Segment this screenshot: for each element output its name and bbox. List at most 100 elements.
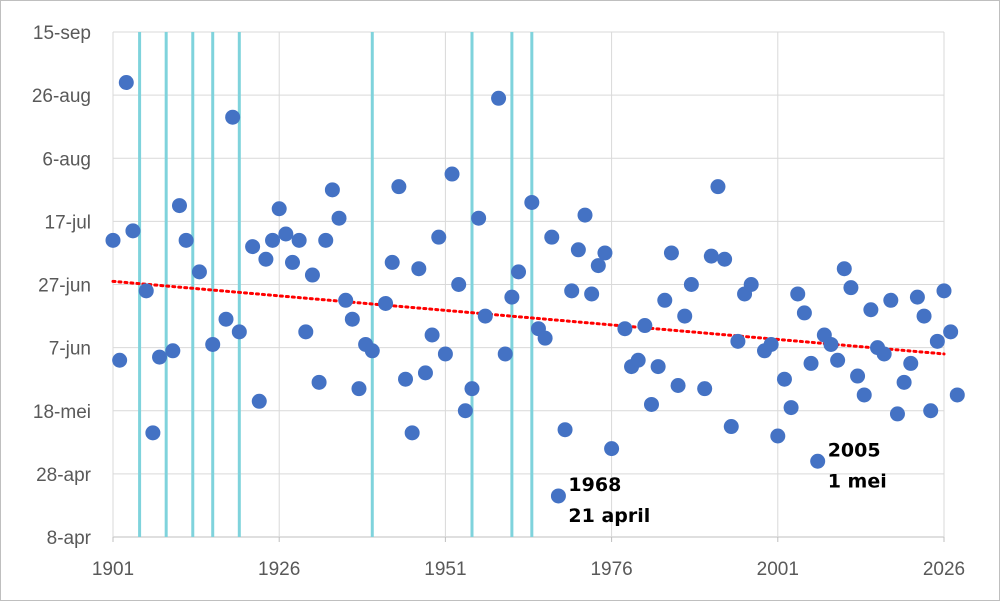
data-point [537,330,553,346]
data-point [165,343,181,359]
data-point [464,381,480,397]
data-point [477,308,493,324]
y-tick-label: 17-jul [45,212,91,233]
y-tick-label: 6-aug [42,149,91,170]
x-tick-label: 1951 [424,559,466,580]
data-point [936,283,952,299]
data-point [411,261,427,277]
data-point [218,311,234,327]
x-tick-label: 1976 [590,559,632,580]
data-point [604,441,620,457]
data-point [331,210,347,226]
trend-line-layer [111,279,946,356]
data-point [118,75,134,90]
x-tick-label: 2026 [923,559,965,580]
data-point [504,289,520,305]
data-point [417,365,433,381]
data-point [643,396,659,412]
data-point [570,242,586,258]
y-axis-tick-labels: 8-apr 28-apr 18-mei 7-jun 27-jun 17-jul 6-aug 2… [32,23,92,549]
data-point [590,258,606,274]
data-point [404,425,420,441]
data-point [876,346,892,362]
data-point [557,422,573,438]
data-point [850,368,866,384]
y-tick-label: 7-jun [49,339,91,360]
data-point [863,302,879,318]
data-point [650,359,666,375]
data-point [258,251,274,267]
data-point [663,245,679,261]
data-point [291,232,307,248]
data-point [471,210,487,226]
data-point [191,264,207,280]
data-point [597,245,613,261]
data-point [617,321,633,337]
data-point [178,232,194,248]
data-point [324,182,340,198]
data-point [630,352,646,368]
data-point [790,286,806,302]
y-tick-label: 15-sep [33,23,91,44]
data-point [424,327,440,343]
data-point [836,261,852,277]
data-point [544,229,560,245]
data-point [511,264,527,280]
data-point [105,232,121,248]
data-point [457,403,473,419]
data-point [225,109,241,125]
data-point [125,223,141,239]
data-point [909,289,925,305]
data-point [843,280,859,296]
data-point [637,318,653,334]
data-point [730,333,746,349]
data-point [717,251,733,267]
data-point [171,198,187,214]
data-point [251,393,267,409]
data-point [796,305,812,321]
annotation-year: 1968 [568,474,621,496]
data-point [783,400,799,416]
data-point [810,453,826,469]
annotation-date: 21 april [568,505,650,527]
gridlines [112,31,945,542]
data-point [670,378,686,393]
data-point [584,286,600,302]
data-point [889,406,905,422]
trend-line [111,279,946,356]
x-tick-label: 1901 [92,559,134,580]
data-point [451,277,467,292]
data-point [271,201,287,217]
data-point [318,232,334,248]
data-point [391,179,407,195]
data-point [145,425,161,441]
data-point [770,428,786,444]
data-point [856,387,872,403]
data-point [152,349,168,365]
data-point [344,311,360,327]
data-point [205,336,221,352]
y-tick-label: 28-apr [36,465,92,486]
data-point [896,374,912,390]
data-point [577,207,593,223]
data-point [929,333,945,349]
data-point [550,488,566,504]
data-point [677,308,693,324]
data-point [265,232,281,248]
data-point [883,292,899,308]
data-point [384,254,400,270]
data-point [278,226,294,242]
annotation-date: 1 mei [828,470,887,492]
data-point [437,346,453,362]
data-point [564,283,580,299]
data-point [703,248,719,264]
annotations: 1968 21 april 2005 1 mei [568,439,886,527]
data-point [763,336,779,352]
x-tick-label: 2001 [757,559,799,580]
data-point [710,179,726,195]
data-point [231,324,247,340]
data-point [298,324,314,340]
data-point [697,381,713,397]
